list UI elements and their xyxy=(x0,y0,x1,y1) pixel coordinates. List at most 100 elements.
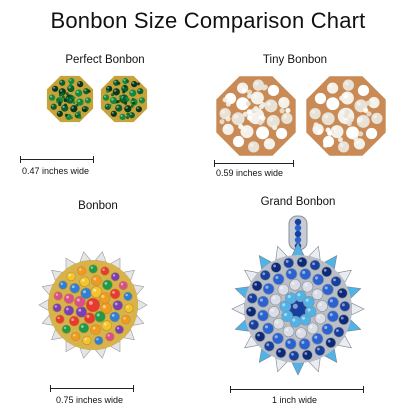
gem-highlight xyxy=(75,113,78,116)
gemstone-small xyxy=(123,84,127,88)
gem-highlight xyxy=(123,317,126,320)
gemstone-small xyxy=(225,116,231,122)
gem-highlight xyxy=(339,290,343,294)
gemstone-small xyxy=(61,92,65,96)
gemstone xyxy=(71,331,81,342)
gem-highlight xyxy=(104,281,108,285)
gemstone-small xyxy=(323,142,329,148)
gemstone-small xyxy=(63,98,67,102)
gem-highlight xyxy=(288,270,292,274)
gemstone-small xyxy=(363,107,369,113)
gem-highlight xyxy=(63,326,67,330)
gem-highlight xyxy=(317,315,321,319)
gem-highlight xyxy=(262,272,266,276)
gemstone-small xyxy=(72,96,76,100)
gemstone-small xyxy=(69,116,73,120)
gemstone xyxy=(69,104,79,114)
bail-stone xyxy=(294,236,302,244)
gemstone xyxy=(289,279,301,291)
gemstone xyxy=(123,291,133,301)
gem-highlight xyxy=(314,276,319,280)
gemstone xyxy=(98,292,111,304)
gemstone xyxy=(248,319,260,331)
gem-highlight xyxy=(78,308,82,312)
gemstone xyxy=(262,322,274,335)
gemstone xyxy=(136,87,145,96)
gemstone xyxy=(254,331,266,342)
gem-highlight xyxy=(324,114,329,119)
gem-highlight xyxy=(221,110,226,114)
gem-highlight xyxy=(113,89,117,92)
gemstone-small xyxy=(348,113,354,119)
gemstone-small xyxy=(257,120,263,126)
gem-highlight xyxy=(318,302,323,306)
gemstone xyxy=(327,310,339,323)
gemstone-small xyxy=(56,98,60,102)
gem-highlight xyxy=(130,90,133,94)
gemstone xyxy=(312,273,324,286)
gemstone-small xyxy=(261,85,267,91)
gemstone xyxy=(83,312,96,324)
gemstone-small xyxy=(225,101,231,107)
gem-highlight xyxy=(96,313,100,317)
gemstone xyxy=(109,311,121,323)
gem-highlight xyxy=(139,98,142,101)
width-ruler-bonbon xyxy=(50,385,134,392)
gem-highlight xyxy=(327,339,331,343)
gem-highlight xyxy=(277,129,282,134)
gem-highlight xyxy=(324,325,328,330)
gemstone xyxy=(320,111,336,126)
gem-highlight xyxy=(81,278,85,282)
gem-highlight xyxy=(84,89,87,92)
gemstone xyxy=(275,347,287,359)
gemstone xyxy=(138,96,146,105)
gem-highlight xyxy=(259,298,264,302)
gemstone xyxy=(314,312,327,325)
gem-highlight xyxy=(102,268,105,271)
gemstone xyxy=(51,84,60,93)
gem-highlight xyxy=(82,290,87,294)
gemstone-small xyxy=(125,96,129,100)
gemstone xyxy=(280,111,294,125)
gemstone xyxy=(66,271,76,282)
gemstone xyxy=(128,88,138,98)
gem-highlight xyxy=(269,86,274,91)
gem-highlight xyxy=(272,296,276,300)
gemstone xyxy=(309,259,321,271)
gem-highlight xyxy=(340,316,344,320)
gem-highlight xyxy=(62,105,65,109)
gem-highlight xyxy=(304,352,308,355)
gem-highlight xyxy=(265,140,270,144)
gemstone xyxy=(74,295,86,308)
gemstone-small xyxy=(365,100,371,106)
gemstone xyxy=(94,335,104,346)
gem-highlight xyxy=(226,94,231,99)
gemstone xyxy=(114,324,124,335)
gemstone xyxy=(284,338,297,350)
gemstone xyxy=(88,264,98,274)
bail-stone xyxy=(294,218,302,226)
gemstone xyxy=(294,290,307,303)
item-name-tiny-bonbon: Tiny Bonbon xyxy=(262,54,328,66)
gemstone xyxy=(245,306,257,317)
gemstone xyxy=(55,314,65,324)
gemstone xyxy=(58,78,67,87)
item-name-perfect-bonbon: Perfect Bonbon xyxy=(65,54,145,66)
gem-highlight xyxy=(120,282,124,286)
gem-highlight xyxy=(304,283,308,287)
gem-highlight xyxy=(307,308,311,312)
gem-highlight xyxy=(280,286,284,290)
gem-highlight xyxy=(79,268,82,271)
gemstone xyxy=(247,140,261,154)
gemstone xyxy=(263,98,279,114)
width-ruler-tiny xyxy=(214,160,294,167)
gemstone xyxy=(90,286,103,298)
gem-highlight xyxy=(311,110,316,114)
gemstone xyxy=(239,124,255,139)
gem-highlight xyxy=(344,81,349,86)
gem-highlight xyxy=(249,295,253,299)
width-ruler-perfect xyxy=(20,156,94,163)
gem-highlight xyxy=(275,320,279,324)
gemstone-small xyxy=(353,136,359,142)
gem-highlight xyxy=(88,300,93,305)
